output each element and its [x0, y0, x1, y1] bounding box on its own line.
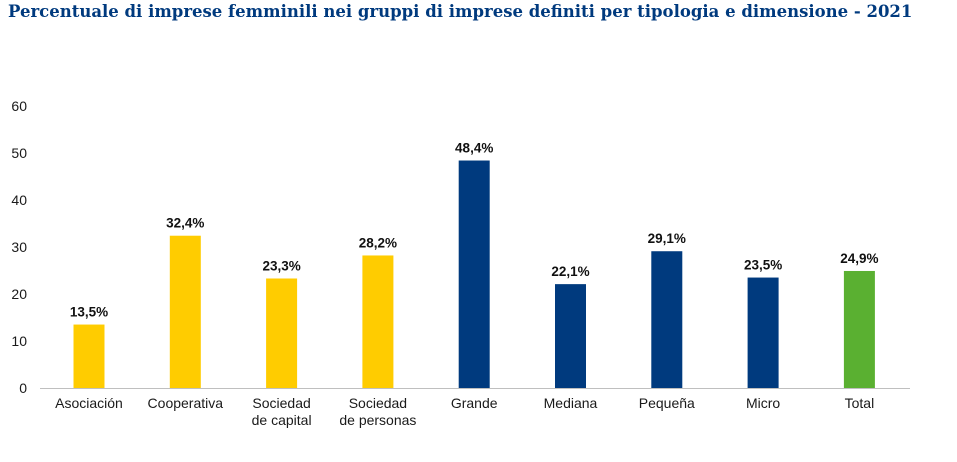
data-label: 32,4% — [166, 216, 204, 231]
data-label: 24,9% — [840, 251, 878, 266]
data-label: 48,4% — [455, 141, 493, 156]
data-label: 28,2% — [359, 235, 397, 250]
x-tick-label: Grande — [451, 395, 498, 411]
bar — [843, 270, 875, 388]
y-tick-label: 10 — [11, 333, 27, 349]
bar — [458, 160, 490, 388]
bar — [362, 255, 394, 388]
x-tick-label: Cooperativa — [148, 395, 224, 411]
x-tick-label: Mediana — [544, 395, 598, 411]
y-tick-label: 50 — [11, 145, 27, 161]
data-labels: 13,5% 32,4% 23,3% 28,2% 48,4% 22,1% 29,1% 23,5%… — [70, 141, 879, 320]
bar — [266, 278, 298, 388]
data-label: 22,1% — [551, 264, 589, 279]
bar — [73, 324, 105, 388]
category-labels: Asociación Cooperativa Sociedad de capital S… — [55, 395, 874, 428]
data-label: 13,5% — [70, 305, 108, 320]
y-tick-label: 60 — [11, 98, 27, 114]
data-label: 23,3% — [262, 258, 300, 273]
y-tick-label: 0 — [19, 380, 27, 396]
data-label: 23,5% — [744, 258, 782, 273]
y-tick-label: 30 — [11, 239, 27, 255]
bar — [747, 277, 779, 388]
bar — [555, 284, 586, 388]
y-axis: 0 10 20 30 40 50 60 — [11, 98, 27, 396]
bar — [169, 235, 201, 388]
y-tick-label: 20 — [11, 286, 27, 302]
y-tick-label: 40 — [11, 192, 27, 208]
x-tick-label: Micro — [746, 395, 780, 411]
x-tick-label: Sociedad de personas — [339, 395, 416, 428]
x-tick-label: Asociación — [55, 395, 123, 411]
bars — [73, 160, 875, 388]
x-tick-label: Total — [845, 395, 875, 411]
x-tick-label: Pequeña — [639, 395, 695, 411]
data-label: 29,1% — [648, 231, 686, 246]
chart-title: Percentuale di imprese femminili nei gru… — [8, 2, 913, 21]
x-tick-label: Sociedad de capital — [252, 395, 312, 428]
bar — [651, 251, 683, 388]
